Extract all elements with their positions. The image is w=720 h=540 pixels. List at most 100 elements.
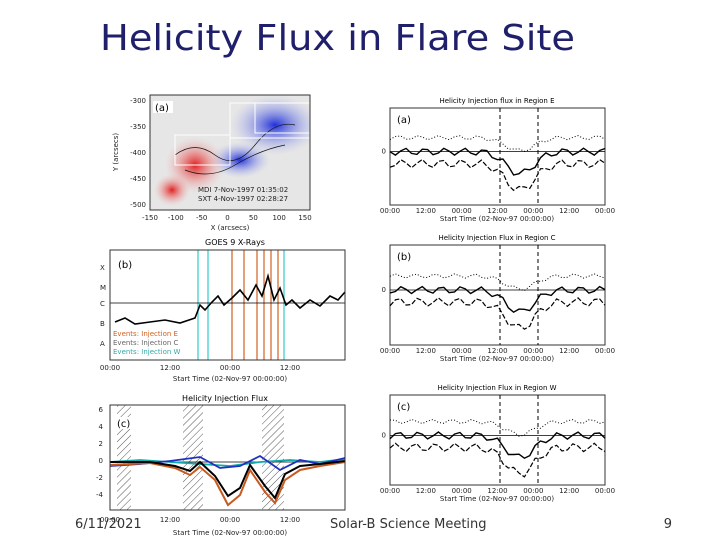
y-tick-label: 0 bbox=[382, 432, 386, 440]
contours bbox=[174, 123, 296, 175]
event-lines bbox=[197, 250, 285, 360]
y-tick-label: -4 bbox=[96, 491, 104, 499]
legend-entry: Events: Injection E bbox=[113, 330, 178, 338]
y-tick-label: 6 bbox=[99, 406, 104, 414]
frame bbox=[149, 94, 311, 211]
xray-curve bbox=[114, 272, 346, 325]
x-tick-label: 00:00 bbox=[523, 487, 543, 495]
x-tick-label: 00:00 bbox=[523, 347, 543, 355]
x-tick-label: 12:00 bbox=[487, 207, 507, 215]
flux-curve bbox=[389, 285, 606, 314]
x-tick-label: 00:00 bbox=[220, 364, 240, 372]
curve-c bbox=[109, 454, 346, 472]
negative-polarity bbox=[230, 95, 310, 155]
flux-curve bbox=[389, 297, 606, 330]
legend-entry: Events: Injection C bbox=[113, 339, 179, 347]
x-tick-label: 00:00 bbox=[452, 487, 472, 495]
x-tick-label: 00:00 bbox=[595, 207, 615, 215]
x-axis-label: X (arcsecs) bbox=[211, 224, 250, 232]
hatched-interval bbox=[117, 405, 131, 510]
x-tick-label: 12:00 bbox=[280, 364, 300, 372]
x-tick-label: 150 bbox=[298, 214, 311, 222]
flux-curve bbox=[389, 147, 606, 176]
goes-panel: GOES 9 X-Rays (b) Events: Injection E Ev… bbox=[109, 238, 346, 383]
x-tick-label: 00:00 bbox=[220, 516, 240, 524]
helicity-panel: Helicity Injection Flux (c) Start Time (… bbox=[109, 394, 346, 537]
x-tick-label: 00:00 bbox=[380, 347, 400, 355]
panel-label: (c) bbox=[397, 402, 410, 413]
x-tick-label: 12:00 bbox=[487, 347, 507, 355]
region-box bbox=[174, 134, 231, 166]
y-tick-label: M bbox=[100, 284, 106, 292]
footer-page: 9 bbox=[664, 517, 672, 532]
label-bg bbox=[395, 250, 413, 262]
x-tick-label: 00:00 bbox=[380, 487, 400, 495]
label-bg bbox=[153, 101, 173, 113]
x-tick-label: 00:00 bbox=[452, 347, 472, 355]
y-tick-label: 4 bbox=[99, 423, 104, 431]
hatched-interval bbox=[262, 405, 284, 510]
panel-label: (a) bbox=[397, 115, 411, 126]
x-axis-label: Start Time (02-Nov-97 00:00:00) bbox=[173, 375, 287, 383]
x-tick-label: 00:00 bbox=[100, 516, 120, 524]
x-tick-label: -100 bbox=[168, 214, 184, 222]
flux-curve bbox=[389, 158, 606, 192]
x-tick-label: 12:00 bbox=[280, 516, 300, 524]
y-tick-label: -2 bbox=[96, 474, 103, 482]
panel-title: Helicity Injection Flux in Region C bbox=[438, 234, 555, 242]
y-tick-label: C bbox=[100, 300, 105, 308]
y-tick-label: A bbox=[100, 340, 105, 348]
x-tick-label: -150 bbox=[142, 214, 158, 222]
x-tick-label: 12:00 bbox=[559, 207, 579, 215]
x-tick-label: 00:00 bbox=[523, 207, 543, 215]
y-tick-label: -450 bbox=[130, 175, 146, 183]
x-tick-label: 12:00 bbox=[559, 347, 579, 355]
panel-title: Helicity Injection Flux bbox=[182, 394, 268, 403]
curve-e bbox=[109, 461, 346, 507]
y-tick-label: B bbox=[100, 320, 105, 328]
annotation: SXT 4-Nov-1997 02:28:27 bbox=[198, 195, 288, 203]
frame bbox=[109, 404, 346, 511]
y-tick-label: -400 bbox=[130, 149, 146, 157]
x-tick-label: 00:00 bbox=[595, 347, 615, 355]
y-tick-label: 0 bbox=[382, 148, 386, 156]
x-tick-label: 50 bbox=[249, 214, 258, 222]
x-axis-label: Start Time (02-Nov-97 00:00:00) bbox=[440, 355, 554, 363]
x-tick-label: 00:00 bbox=[595, 487, 615, 495]
flux-curve bbox=[389, 135, 606, 152]
plot-bg bbox=[110, 250, 345, 360]
x-axis-label: Start Time (02-Nov-97 00:00:00) bbox=[440, 215, 554, 223]
label-bg bbox=[395, 400, 413, 412]
x-tick-label: 00:00 bbox=[380, 207, 400, 215]
slide-title: Helicity Flux in Flare Site bbox=[100, 18, 575, 59]
y-tick-label: -350 bbox=[130, 123, 146, 131]
footer-event: Solar-B Science Meeting bbox=[330, 517, 487, 532]
y-tick-label: -300 bbox=[130, 97, 146, 105]
x-tick-label: 00:00 bbox=[452, 207, 472, 215]
label-bg bbox=[395, 113, 413, 125]
y-tick-label: -500 bbox=[130, 201, 146, 209]
flux-curve bbox=[389, 431, 606, 460]
frame bbox=[109, 249, 346, 361]
panel-label: (c) bbox=[117, 419, 130, 430]
panel-label: (b) bbox=[118, 260, 132, 271]
panel-label: (b) bbox=[397, 252, 411, 263]
x-tick-label: 00:00 bbox=[100, 364, 120, 372]
x-tick-label: 12:00 bbox=[160, 364, 180, 372]
y-tick-label: 2 bbox=[99, 440, 103, 448]
panel-title: GOES 9 X-Rays bbox=[205, 238, 265, 247]
frame bbox=[389, 107, 606, 206]
y-axis-label: Y (arcsecs) bbox=[112, 133, 120, 173]
x-axis-label: Start Time (02-Nov-97 00:00:00) bbox=[440, 495, 554, 503]
label-bg bbox=[115, 417, 133, 429]
x-tick-label: 12:00 bbox=[416, 347, 436, 355]
region-panels: Helicity Injection flux in Region E(a)00… bbox=[380, 97, 615, 503]
frame bbox=[389, 394, 606, 486]
x-tick-label: 12:00 bbox=[559, 487, 579, 495]
magnetogram: (a) MDI 7-Nov-1997 01:35:02 SXT 4-Nov-19… bbox=[112, 94, 311, 232]
x-tick-label: 12:00 bbox=[416, 487, 436, 495]
panel-title: Helicity Injection Flux in Region W bbox=[437, 384, 556, 392]
x-tick-label: -50 bbox=[196, 214, 207, 222]
